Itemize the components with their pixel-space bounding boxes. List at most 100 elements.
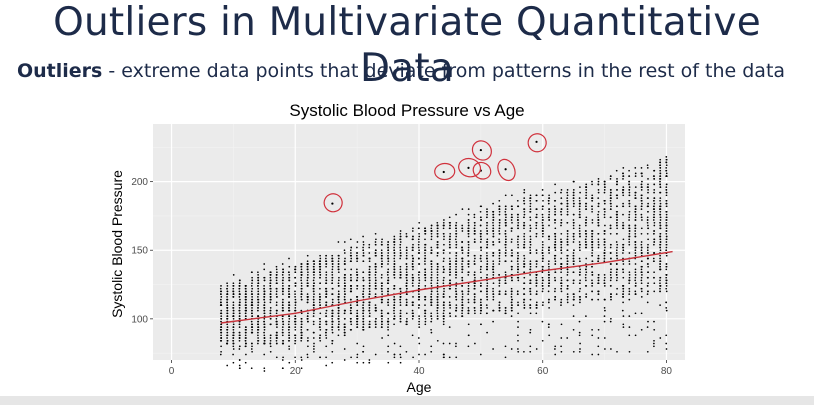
- data-point: [510, 265, 513, 268]
- data-point: [356, 298, 359, 301]
- data-point: [603, 249, 606, 252]
- data-point: [603, 191, 606, 194]
- data-point: [542, 254, 544, 257]
- data-point: [338, 320, 340, 323]
- data-point: [424, 320, 427, 323]
- data-point: [467, 243, 470, 246]
- data-point: [523, 293, 525, 295]
- data-point: [634, 208, 637, 210]
- data-point: [319, 265, 322, 268]
- data-point: [467, 219, 470, 221]
- data-point: [597, 274, 600, 276]
- data-point: [356, 276, 359, 279]
- data-point: [467, 230, 470, 232]
- data-point: [597, 293, 600, 295]
- data-point: [275, 290, 278, 293]
- data-point: [232, 304, 235, 306]
- data-point: [294, 298, 297, 301]
- data-point: [473, 307, 476, 309]
- x-tick-label: 60: [537, 366, 549, 377]
- data-point: [374, 307, 377, 309]
- data-point: [313, 348, 315, 350]
- data-point: [251, 282, 253, 285]
- data-point: [541, 268, 544, 271]
- data-point: [474, 241, 476, 243]
- data-point: [430, 271, 433, 274]
- data-point: [294, 285, 297, 287]
- data-point: [455, 345, 457, 348]
- data-point: [523, 298, 525, 301]
- data-point: [523, 241, 526, 243]
- data-point: [331, 339, 334, 342]
- data-point: [436, 265, 439, 268]
- data-point: [634, 216, 637, 219]
- data-point: [232, 282, 235, 285]
- data-point: [504, 219, 507, 221]
- data-point: [603, 282, 606, 285]
- data-point: [313, 265, 315, 268]
- data-point: [653, 169, 655, 172]
- data-point: [529, 290, 531, 293]
- data-point: [634, 186, 637, 188]
- data-point: [566, 197, 569, 199]
- data-point: [566, 249, 569, 252]
- data-point: [554, 246, 556, 249]
- data-point: [529, 268, 531, 271]
- data-point: [628, 287, 631, 290]
- data-point: [263, 328, 266, 331]
- outlier-circle: [434, 162, 456, 181]
- data-point: [288, 290, 290, 293]
- data-point: [443, 219, 445, 221]
- data-point: [244, 293, 247, 295]
- data-point: [368, 279, 371, 282]
- data-point: [529, 331, 532, 334]
- data-point: [634, 167, 637, 169]
- data-point: [331, 279, 334, 282]
- data-point: [634, 232, 637, 235]
- data-point: [430, 263, 433, 265]
- data-point: [548, 334, 551, 337]
- data-point: [399, 301, 402, 304]
- data-point: [418, 271, 421, 274]
- data-point: [591, 194, 594, 197]
- data-point: [647, 290, 649, 293]
- data-point: [647, 282, 649, 285]
- data-point: [647, 191, 649, 194]
- data-point: [362, 304, 364, 306]
- data-point: [337, 254, 340, 257]
- data-point: [665, 241, 668, 243]
- data-point: [566, 274, 569, 276]
- data-point: [665, 282, 668, 285]
- data-point: [541, 241, 544, 243]
- data-point: [665, 156, 668, 158]
- data-point: [479, 268, 482, 271]
- data-point: [622, 205, 624, 208]
- data-point: [442, 252, 445, 254]
- data-point: [368, 293, 371, 295]
- data-point: [350, 276, 352, 279]
- data-point: [380, 287, 383, 290]
- data-point: [634, 175, 637, 177]
- data-point: [343, 287, 346, 290]
- data-point: [621, 309, 624, 312]
- data-point: [380, 249, 383, 252]
- data-point: [616, 350, 618, 353]
- data-point: [573, 298, 575, 301]
- data-point: [517, 304, 519, 306]
- data-point: [517, 243, 519, 246]
- data-point: [387, 317, 390, 320]
- data-point: [547, 323, 550, 326]
- data-point: [659, 243, 662, 246]
- data-point: [461, 252, 464, 254]
- data-point: [263, 298, 265, 301]
- data-point: [517, 216, 519, 219]
- data-point: [498, 241, 501, 243]
- data-point: [548, 298, 550, 301]
- data-point: [399, 304, 402, 306]
- data-point: [628, 216, 631, 219]
- data-point: [603, 232, 606, 235]
- data-point: [405, 312, 408, 315]
- data-point: [579, 271, 581, 274]
- data-point: [467, 246, 470, 249]
- data-point: [417, 285, 420, 287]
